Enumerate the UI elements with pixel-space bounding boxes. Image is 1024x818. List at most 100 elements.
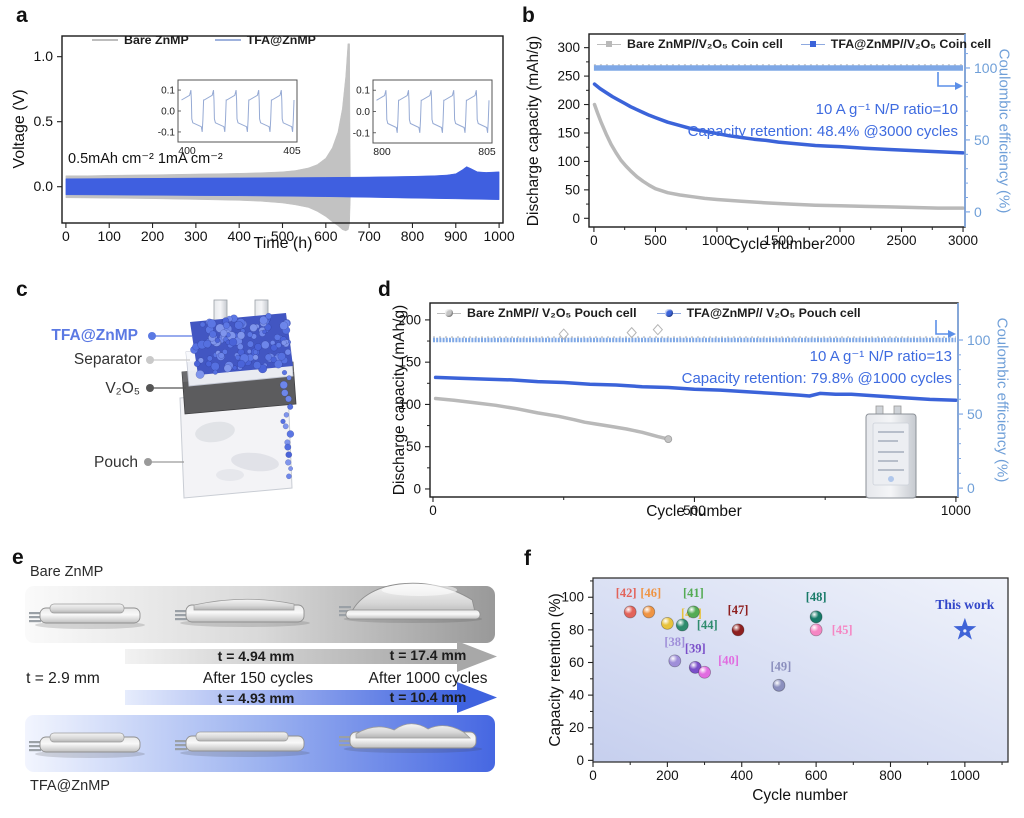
- panel-e-letter: e: [12, 546, 24, 569]
- svg-text:0.5: 0.5: [34, 113, 54, 129]
- legend-label-tfa-pouch: TFA@ZnMP// V₂O₅ Pouch cell: [686, 306, 861, 320]
- panel-d-rate-annotation: 10 A g⁻¹ N/P ratio=13: [809, 348, 952, 365]
- pouch-row-label-bare: Bare ZnMP: [30, 564, 104, 580]
- panel-d-x-axis-title: Cycle number: [646, 503, 742, 520]
- svg-text:0: 0: [429, 503, 437, 518]
- tfa-znmp-line-swatch: [214, 39, 241, 41]
- svg-text:0: 0: [576, 753, 584, 768]
- panel-b-legend: Bare ZnMP//V₂O₅ Coin cell TFA@ZnMP//V₂O₅…: [597, 37, 991, 51]
- svg-text:80: 80: [569, 622, 584, 637]
- bare-coin-marker: [597, 41, 621, 48]
- svg-text:1500: 1500: [763, 233, 793, 248]
- legend-label-bare-pouch: Bare ZnMP// V₂O₅ Pouch cell: [467, 306, 637, 320]
- svg-text:200: 200: [656, 768, 679, 783]
- panel-f-letter: f: [524, 547, 531, 570]
- panel-f-y-axis-title: Capacity retention (%): [547, 593, 564, 747]
- svg-text:[41]: [41]: [683, 586, 704, 600]
- svg-text:500: 500: [271, 228, 295, 244]
- svg-text:60: 60: [569, 655, 584, 670]
- svg-text:2000: 2000: [825, 233, 855, 248]
- svg-text:400: 400: [178, 145, 196, 157]
- bare-thickness-150: t = 4.94 mm: [217, 648, 295, 664]
- panel-b-rate-annotation: 10 A g⁻¹ N/P ratio=10: [815, 101, 958, 118]
- legend-label-tfa-coin: TFA@ZnMP//V₂O₅ Coin cell: [830, 37, 992, 51]
- svg-text:0: 0: [967, 480, 975, 496]
- panel-a-y-axis-title: Voltage (V): [11, 89, 28, 169]
- svg-text:100: 100: [967, 332, 991, 348]
- svg-text:900: 900: [444, 228, 468, 244]
- after-1000-cycles-label: After 1000 cycles: [368, 670, 488, 687]
- svg-text:100: 100: [557, 154, 580, 169]
- svg-text:0: 0: [974, 204, 982, 220]
- legend-label-bare-coin: Bare ZnMP//V₂O₅ Coin cell: [627, 37, 783, 51]
- tfa-thickness-150: t = 4.93 mm: [217, 690, 295, 706]
- svg-text:0: 0: [413, 481, 421, 496]
- svg-text:[48]: [48]: [806, 590, 827, 604]
- svg-text:[47]: [47]: [728, 603, 749, 617]
- svg-text:50: 50: [565, 182, 580, 197]
- tfa-thickness-1000: t = 10.4 mm: [389, 689, 467, 705]
- panel-b-y2-axis-title: Coulombic efficiency (%): [995, 48, 1013, 214]
- panel-b-x-axis-title: Cycle number: [729, 236, 825, 253]
- layer-label-separator: Separator: [73, 351, 142, 368]
- legend-label-tfa-znmp: TFA@ZnMP: [246, 33, 316, 47]
- svg-text:-0.1: -0.1: [158, 127, 176, 138]
- svg-text:[40]: [40]: [718, 653, 739, 667]
- panel-b-retention-annotation: Capacity retention: 48.4% @3000 cycles: [687, 123, 958, 140]
- svg-text:3000: 3000: [948, 233, 978, 248]
- svg-text:405: 405: [283, 145, 301, 157]
- panel-d-y2-axis-title: Coulombic efficiency (%): [993, 317, 1011, 483]
- svg-text:100: 100: [561, 590, 584, 605]
- svg-text:1000: 1000: [941, 503, 971, 518]
- layer-label-tfa-znmp: TFA@ZnMP: [51, 327, 138, 344]
- panel-d-retention-annotation: Capacity retention: 79.8% @1000 cycles: [681, 370, 952, 387]
- svg-text:1000: 1000: [484, 228, 515, 244]
- svg-text:400: 400: [730, 768, 753, 783]
- svg-text:50: 50: [406, 439, 421, 454]
- svg-text:1.0: 1.0: [34, 48, 54, 64]
- svg-text:0: 0: [590, 233, 598, 248]
- panel-a-letter: a: [16, 4, 28, 27]
- svg-text:0: 0: [62, 228, 70, 244]
- svg-text:200: 200: [398, 312, 421, 327]
- initial-thickness-label: t = 2.9 mm: [26, 670, 100, 687]
- svg-text:1000: 1000: [950, 768, 980, 783]
- panel-d-y-axis-title: Discharge capacity (mAh/g): [391, 304, 408, 496]
- svg-text:500: 500: [683, 503, 706, 518]
- svg-text:50: 50: [967, 406, 983, 422]
- svg-text:0: 0: [572, 211, 580, 226]
- svg-text:0.0: 0.0: [161, 107, 175, 118]
- panel-a-x-axis-title: Time (h): [253, 235, 313, 252]
- svg-text:[42]: [42]: [616, 586, 637, 600]
- svg-text:0.1: 0.1: [161, 86, 175, 97]
- svg-text:This work: This work: [935, 597, 994, 612]
- svg-text:[49]: [49]: [771, 659, 792, 673]
- panel-d-legend: Bare ZnMP// V₂O₅ Pouch cell TFA@ZnMP// V…: [437, 306, 861, 320]
- svg-text:600: 600: [805, 768, 828, 783]
- panel-b-y-axis-title: Discharge capacity (mAh/g): [525, 35, 542, 227]
- svg-text:700: 700: [357, 228, 381, 244]
- svg-text:800: 800: [879, 768, 902, 783]
- svg-text:150: 150: [398, 355, 421, 370]
- svg-text:0: 0: [589, 768, 597, 783]
- svg-text:50: 50: [974, 132, 990, 148]
- svg-text:100: 100: [98, 228, 122, 244]
- svg-text:-0.1: -0.1: [353, 128, 371, 139]
- svg-text:150: 150: [557, 125, 580, 140]
- panel-c-letter: c: [16, 278, 28, 301]
- panel-a-test-condition: 0.5mAh cm⁻² 1mA cm⁻²: [68, 151, 223, 167]
- svg-text:300: 300: [557, 40, 580, 55]
- layer-label-pouch: Pouch: [94, 454, 138, 471]
- svg-text:[38]: [38]: [664, 635, 685, 649]
- panel-f-x-axis-title: Cycle number: [752, 787, 848, 804]
- layer-label-v2o5: V₂O₅: [105, 380, 140, 397]
- svg-text:40: 40: [569, 688, 584, 703]
- svg-text:600: 600: [314, 228, 338, 244]
- svg-text:250: 250: [557, 69, 580, 84]
- legend-label-bare-znmp: Bare ZnMP: [124, 33, 189, 47]
- panel-a-legend: Bare ZnMP TFA@ZnMP: [92, 33, 316, 47]
- svg-text:300: 300: [184, 228, 208, 244]
- after-150-cycles-label: After 150 cycles: [202, 670, 314, 687]
